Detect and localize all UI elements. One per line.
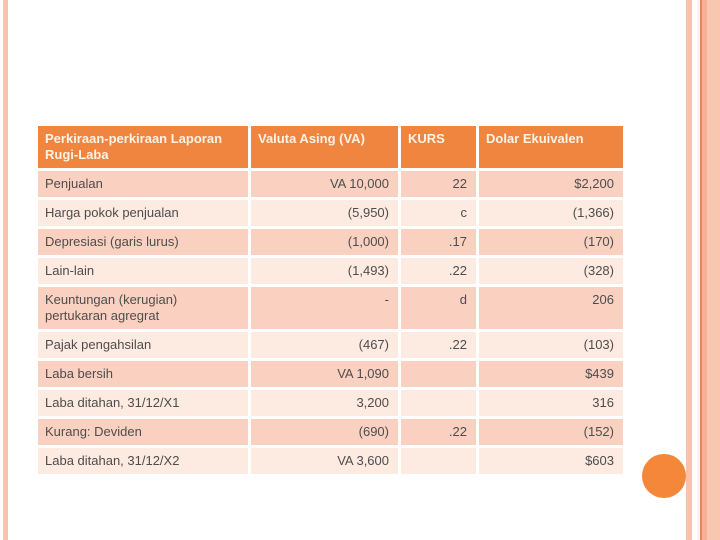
value-cell: (467) [251,332,398,358]
value-cell: .22 [401,258,476,284]
header-dollar-equivalent: Dolar Ekuivalen [479,126,623,168]
table-row: Depresiasi (garis lurus) (1,000) .17 (170) [38,229,623,255]
left-border-stripe [3,0,8,540]
accent-circle [642,454,686,498]
account-label-cell: Depresiasi (garis lurus) [38,229,248,255]
income-statement-table-wrap: Perkiraan-perkiraan Laporan Rugi-Laba Va… [35,123,626,477]
right-border-stripe-3 [700,0,702,540]
value-cell: $439 [479,361,623,387]
income-statement-table: Perkiraan-perkiraan Laporan Rugi-Laba Va… [35,123,626,477]
account-label-cell: Lain-lain [38,258,248,284]
value-cell: VA 1,090 [251,361,398,387]
value-cell: 316 [479,390,623,416]
value-cell [401,361,476,387]
value-cell: VA 10,000 [251,171,398,197]
value-cell: (103) [479,332,623,358]
value-cell: - [251,287,398,329]
value-cell: (1,366) [479,200,623,226]
account-label-cell: Laba bersih [38,361,248,387]
table-row: Laba bersih VA 1,090 $439 [38,361,623,387]
value-cell: 206 [479,287,623,329]
value-cell: $603 [479,448,623,474]
account-label-cell: Penjualan [38,171,248,197]
right-border-stripe-4 [702,0,707,540]
account-label-cell: Kurang: Deviden [38,419,248,445]
table-row: Pajak pengahsilan (467) .22 (103) [38,332,623,358]
right-border-stripe-5 [707,0,720,540]
table-row: Kurang: Deviden (690) .22 (152) [38,419,623,445]
value-cell: 22 [401,171,476,197]
account-label-cell: Harga pokok penjualan [38,200,248,226]
value-cell: (1,000) [251,229,398,255]
header-foreign-currency: Valuta Asing (VA) [251,126,398,168]
value-cell: 3,200 [251,390,398,416]
value-cell: .22 [401,332,476,358]
account-label-cell: Laba ditahan, 31/12/X2 [38,448,248,474]
account-label-cell: Keuntungan (kerugian) pertukaran agregra… [38,287,248,329]
value-cell: (1,493) [251,258,398,284]
table-row: Lain-lain (1,493) .22 (328) [38,258,623,284]
value-cell: (690) [251,419,398,445]
table-row: Harga pokok penjualan (5,950) c (1,366) [38,200,623,226]
table-header-row: Perkiraan-perkiraan Laporan Rugi-Laba Va… [38,126,623,168]
header-accounts: Perkiraan-perkiraan Laporan Rugi-Laba [38,126,248,168]
table-row: Keuntungan (kerugian) pertukaran agregra… [38,287,623,329]
header-kurs: KURS [401,126,476,168]
value-cell: $2,200 [479,171,623,197]
value-cell: VA 3,600 [251,448,398,474]
value-cell: (152) [479,419,623,445]
account-label-cell: Pajak pengahsilan [38,332,248,358]
value-cell: .17 [401,229,476,255]
table-row: Laba ditahan, 31/12/X1 3,200 316 [38,390,623,416]
right-border-stripe-2 [697,0,700,540]
value-cell: d [401,287,476,329]
value-cell [401,448,476,474]
right-border-stripe-1 [686,0,692,540]
table-body: Penjualan VA 10,000 22 $2,200 Harga pokok pe… [38,171,623,474]
table-row: Laba ditahan, 31/12/X2 VA 3,600 $603 [38,448,623,474]
value-cell: c [401,200,476,226]
account-label-cell: Laba ditahan, 31/12/X1 [38,390,248,416]
value-cell [401,390,476,416]
value-cell: (5,950) [251,200,398,226]
value-cell: (170) [479,229,623,255]
value-cell: (328) [479,258,623,284]
table-row: Penjualan VA 10,000 22 $2,200 [38,171,623,197]
value-cell: .22 [401,419,476,445]
